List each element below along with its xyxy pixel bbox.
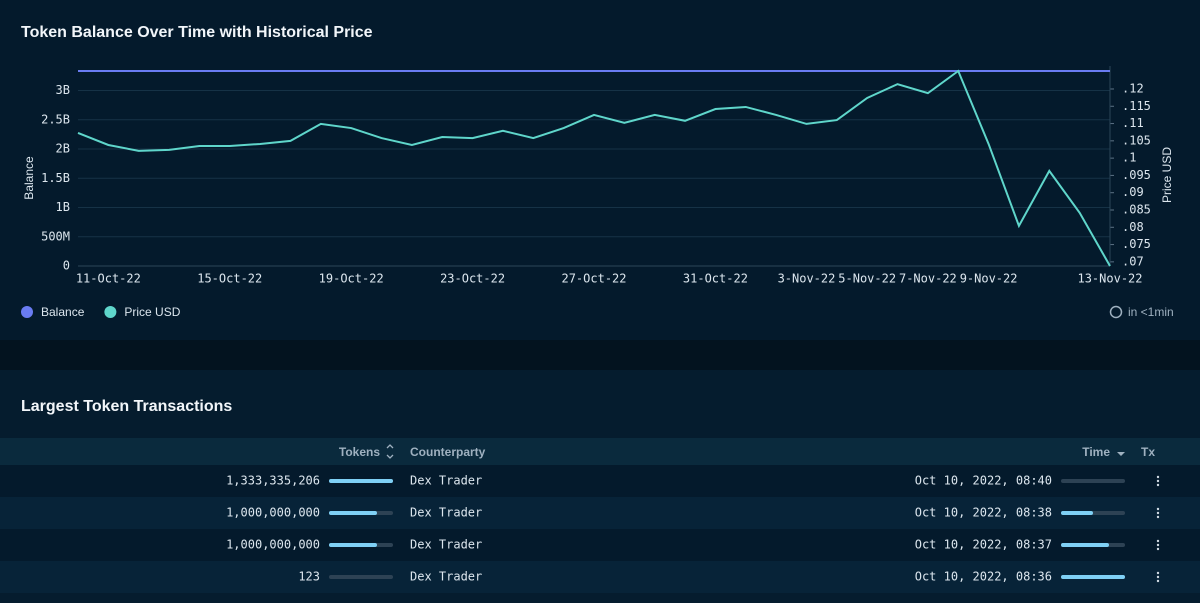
- time-bar: [1061, 543, 1109, 547]
- tx-menu-dot[interactable]: [1156, 483, 1160, 487]
- x-tick-label: 5-Nov-22: [838, 272, 896, 286]
- table-row: [0, 529, 1200, 561]
- counterparty-cell: Dex Trader: [410, 570, 482, 584]
- tx-menu-dot[interactable]: [1156, 543, 1160, 547]
- tokens-bar: [329, 479, 393, 483]
- tokens-cell: 1,333,335,206: [226, 474, 320, 488]
- x-tick-label: 23-Oct-22: [440, 272, 505, 286]
- tx-menu-dot[interactable]: [1156, 507, 1160, 511]
- series-line: [77, 69, 1111, 267]
- time-bar: [1061, 511, 1093, 515]
- legend-label[interactable]: Price USD: [124, 305, 180, 319]
- y-axis-label: Balance: [22, 156, 36, 200]
- time-cell: Oct 10, 2022, 08:40: [915, 474, 1052, 488]
- table-title: Largest Token Transactions: [21, 398, 232, 415]
- tx-menu-dot[interactable]: [1156, 539, 1160, 543]
- tokens-bar: [329, 511, 377, 515]
- y-tick-label: 0: [63, 259, 70, 273]
- sort-icon[interactable]: [386, 444, 394, 459]
- tx-menu-dot[interactable]: [1156, 511, 1160, 515]
- sort-desc-icon[interactable]: [1117, 452, 1125, 456]
- tokens-cell: 123: [298, 570, 320, 584]
- y2-tick-label: .095: [1122, 168, 1151, 182]
- y2-tick-label: .08: [1122, 220, 1144, 234]
- y2-axis-label: Price USD: [1160, 147, 1174, 203]
- counterparty-cell: Dex Trader: [410, 538, 482, 552]
- table-header: [0, 438, 1200, 466]
- x-tick-label: 9-Nov-22: [960, 272, 1018, 286]
- y2-tick-label: .105: [1122, 133, 1151, 147]
- y-tick-label: 3B: [56, 83, 70, 97]
- column-header[interactable]: Time: [1082, 445, 1110, 459]
- x-tick-label: 31-Oct-22: [683, 272, 748, 286]
- tx-menu-dot[interactable]: [1156, 547, 1160, 551]
- legend-swatch[interactable]: [104, 306, 117, 318]
- tx-menu-dot[interactable]: [1156, 479, 1160, 483]
- tx-menu-dot[interactable]: [1156, 579, 1160, 583]
- tx-menu-dot[interactable]: [1156, 515, 1160, 519]
- x-tick-label: 19-Oct-22: [319, 272, 384, 286]
- x-tick-label: 7-Nov-22: [899, 272, 957, 286]
- refresh-label: in <1min: [1128, 305, 1174, 319]
- chart-panel: [0, 0, 1200, 340]
- time-cell: Oct 10, 2022, 08:37: [915, 538, 1052, 552]
- table-row: [0, 561, 1200, 593]
- tx-menu-dot[interactable]: [1156, 475, 1160, 479]
- column-header: Counterparty: [410, 445, 486, 459]
- tokens-bar: [329, 543, 377, 547]
- y-tick-label: 1B: [56, 200, 70, 214]
- legend-swatch[interactable]: [21, 306, 33, 318]
- y2-tick-label: .075: [1122, 237, 1151, 251]
- y-tick-label: 2B: [56, 142, 70, 156]
- y2-tick-label: .085: [1122, 202, 1151, 216]
- counterparty-cell: Dex Trader: [410, 474, 482, 488]
- y2-tick-label: .115: [1122, 99, 1151, 113]
- x-tick-label: 27-Oct-22: [561, 272, 626, 286]
- y-tick-label: 1.5B: [41, 171, 70, 185]
- time-cell: Oct 10, 2022, 08:38: [915, 506, 1052, 520]
- x-tick-label: 3-Nov-22: [778, 272, 836, 286]
- y2-tick-label: .07: [1122, 254, 1144, 268]
- tokens-bar-track: [329, 575, 393, 579]
- time-bar: [1061, 575, 1125, 579]
- x-tick-label: 13-Nov-22: [1077, 272, 1142, 286]
- column-header[interactable]: Tokens: [339, 445, 380, 459]
- counterparty-cell: Dex Trader: [410, 506, 482, 520]
- y2-tick-label: .11: [1122, 116, 1144, 130]
- divider: [0, 340, 1200, 370]
- y2-tick-label: .12: [1122, 81, 1144, 95]
- tokens-cell: 1,000,000,000: [226, 538, 320, 552]
- tokens-cell: 1,000,000,000: [226, 506, 320, 520]
- y2-tick-label: .09: [1122, 185, 1144, 199]
- time-bar-track: [1061, 479, 1125, 483]
- legend-label[interactable]: Balance: [41, 305, 85, 319]
- y-tick-label: 2.5B: [41, 112, 70, 126]
- chart-title: Token Balance Over Time with Historical …: [21, 24, 373, 41]
- x-tick-label: 11-Oct-22: [76, 272, 141, 286]
- table-row: [0, 465, 1200, 497]
- tx-menu-dot[interactable]: [1156, 571, 1160, 575]
- clock-icon: [1109, 305, 1123, 319]
- time-cell: Oct 10, 2022, 08:36: [915, 570, 1052, 584]
- y-tick-label: 500M: [41, 229, 70, 243]
- y2-tick-label: .1: [1122, 151, 1136, 165]
- x-tick-label: 15-Oct-22: [197, 272, 262, 286]
- tx-menu-dot[interactable]: [1156, 575, 1160, 579]
- column-header: Tx: [1141, 445, 1155, 459]
- table-row: [0, 497, 1200, 529]
